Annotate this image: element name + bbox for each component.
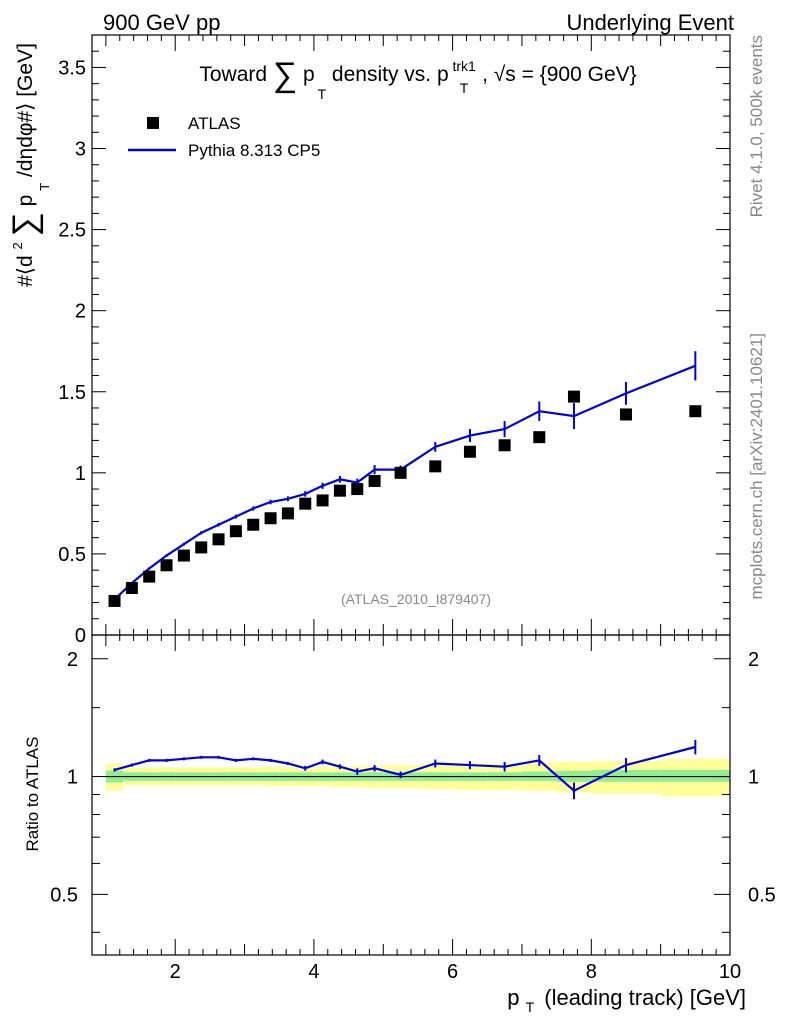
ratio-ytick-label-right: 2 xyxy=(748,649,759,671)
atlas-point xyxy=(143,570,156,583)
mcplots-text: mcplots.cern.ch [arXiv:2401.10621] xyxy=(747,333,766,599)
ylabel-c: p xyxy=(14,195,37,207)
atlas-point xyxy=(498,439,511,452)
atlas-point xyxy=(351,483,364,496)
atlas-point xyxy=(619,408,632,421)
title-mid: density vs. p xyxy=(332,63,449,86)
atlas-point xyxy=(463,445,476,458)
atlas-point xyxy=(299,497,312,510)
ylabel-sum: ∑ xyxy=(6,212,44,236)
legend: ATLAS Pythia 8.313 CP5 xyxy=(128,114,320,160)
header-right: Underlying Event xyxy=(566,10,734,35)
atlas-point xyxy=(247,518,260,531)
ratio-ylabel: Ratio to ATLAS xyxy=(23,737,42,852)
ylabel-d: T xyxy=(37,183,52,191)
atlas-point xyxy=(368,474,381,487)
title-sum-symbol: ∑ xyxy=(273,56,297,94)
title-sub2: T xyxy=(460,80,469,96)
ratio-ytick-label-left: 1 xyxy=(67,767,78,789)
main-ytick-label: 2.5 xyxy=(58,220,86,242)
main-ylabel: #⟨d 2 ∑ p T /dηdφ#⟩ [GeV] xyxy=(4,43,54,287)
ratio-pythia-line xyxy=(114,745,696,793)
atlas-point xyxy=(333,484,346,497)
ratio-band-inner xyxy=(660,769,730,782)
main-ytick-label: 1.5 xyxy=(58,382,86,404)
atlas-point xyxy=(264,512,277,525)
title-pre: Toward xyxy=(199,63,267,86)
ylabel-b: 2 xyxy=(10,242,25,249)
xlabel-p: p xyxy=(507,985,519,1010)
legend-atlas-marker xyxy=(147,117,159,129)
ratio-ytick-label-right: 1 xyxy=(748,767,759,789)
ratio-panel: 2 4 6 8 10 0.5 0.5 1 1 2 2 Ratio to ATLAS p T (lea… xyxy=(23,634,776,1017)
ratio-ytick-label-right: 0.5 xyxy=(748,884,776,906)
title-p: p xyxy=(303,63,315,86)
xtick-label: 4 xyxy=(308,961,319,983)
xlabel-sub: T xyxy=(526,999,535,1015)
atlas-point xyxy=(394,466,407,479)
atlas-point xyxy=(316,494,329,507)
ratio-series-layer xyxy=(113,740,697,800)
ylabel-e: /dηdφ#⟩ [GeV] xyxy=(14,43,37,177)
main-panel: 0 0.5 1 1.5 2 2.5 3 3.5 Toward ∑ p T density vs… xyxy=(4,34,731,647)
main-ytick-label: 2 xyxy=(75,301,86,323)
xtick-label: 8 xyxy=(586,961,597,983)
title-sup: trk1 xyxy=(453,58,477,74)
analysis-watermark: (ATLAS_2010_I879407) xyxy=(341,591,491,607)
main-axis-layer: 0 0.5 1 1.5 2 2.5 3 3.5 xyxy=(58,35,731,647)
atlas-point xyxy=(567,390,580,403)
atlas-point xyxy=(689,405,702,418)
atlas-point xyxy=(281,507,294,520)
atlas-point xyxy=(177,549,190,562)
main-series-layer xyxy=(108,351,702,607)
ratio-axis-layer: 2 4 6 8 10 0.5 0.5 1 1 2 2 xyxy=(50,635,776,983)
atlas-point xyxy=(195,541,208,554)
ratio-ytick-label-left: 0.5 xyxy=(50,884,78,906)
atlas-point xyxy=(229,525,242,538)
legend-atlas-label: ATLAS xyxy=(188,114,241,133)
title-post: , √s = {900 GeV} xyxy=(482,63,637,86)
atlas-point xyxy=(160,559,173,572)
main-title: Toward ∑ p T density vs. p trk1 T , √s =… xyxy=(199,53,636,104)
main-ytick-label: 3.5 xyxy=(58,57,86,79)
pythia-line xyxy=(113,364,696,601)
xlabel-rest: (leading track) [GeV] xyxy=(544,985,746,1010)
atlas-point xyxy=(429,460,442,473)
main-ytick-label: 0.5 xyxy=(58,544,86,566)
ratio-band-layer xyxy=(105,758,730,797)
main-ytick-label: 3 xyxy=(75,139,86,161)
atlas-point xyxy=(108,594,121,607)
header-left: 900 GeV pp xyxy=(103,10,220,35)
ratio-band-inner xyxy=(591,769,661,782)
atlas-point xyxy=(212,533,225,546)
xtick-label: 10 xyxy=(719,961,741,983)
xtick-label: 2 xyxy=(170,961,181,983)
ratio-ytick-label-left: 2 xyxy=(67,649,78,671)
title-p-sub: T xyxy=(318,86,327,102)
main-ytick-label: 0 xyxy=(75,625,86,647)
legend-pythia-label: Pythia 8.313 CP5 xyxy=(188,141,320,160)
ylabel-a: #⟨d xyxy=(14,255,37,287)
xtick-label: 6 xyxy=(447,961,458,983)
ratio-frame xyxy=(91,634,731,956)
main-ytick-label: 1 xyxy=(75,463,86,485)
atlas-point xyxy=(533,431,546,444)
x-axis-label: p T (leading track) [GeV] xyxy=(507,985,746,1017)
atlas-point xyxy=(125,581,138,594)
rivet-version-text: Rivet 4.1.0, 500k events xyxy=(747,35,766,217)
